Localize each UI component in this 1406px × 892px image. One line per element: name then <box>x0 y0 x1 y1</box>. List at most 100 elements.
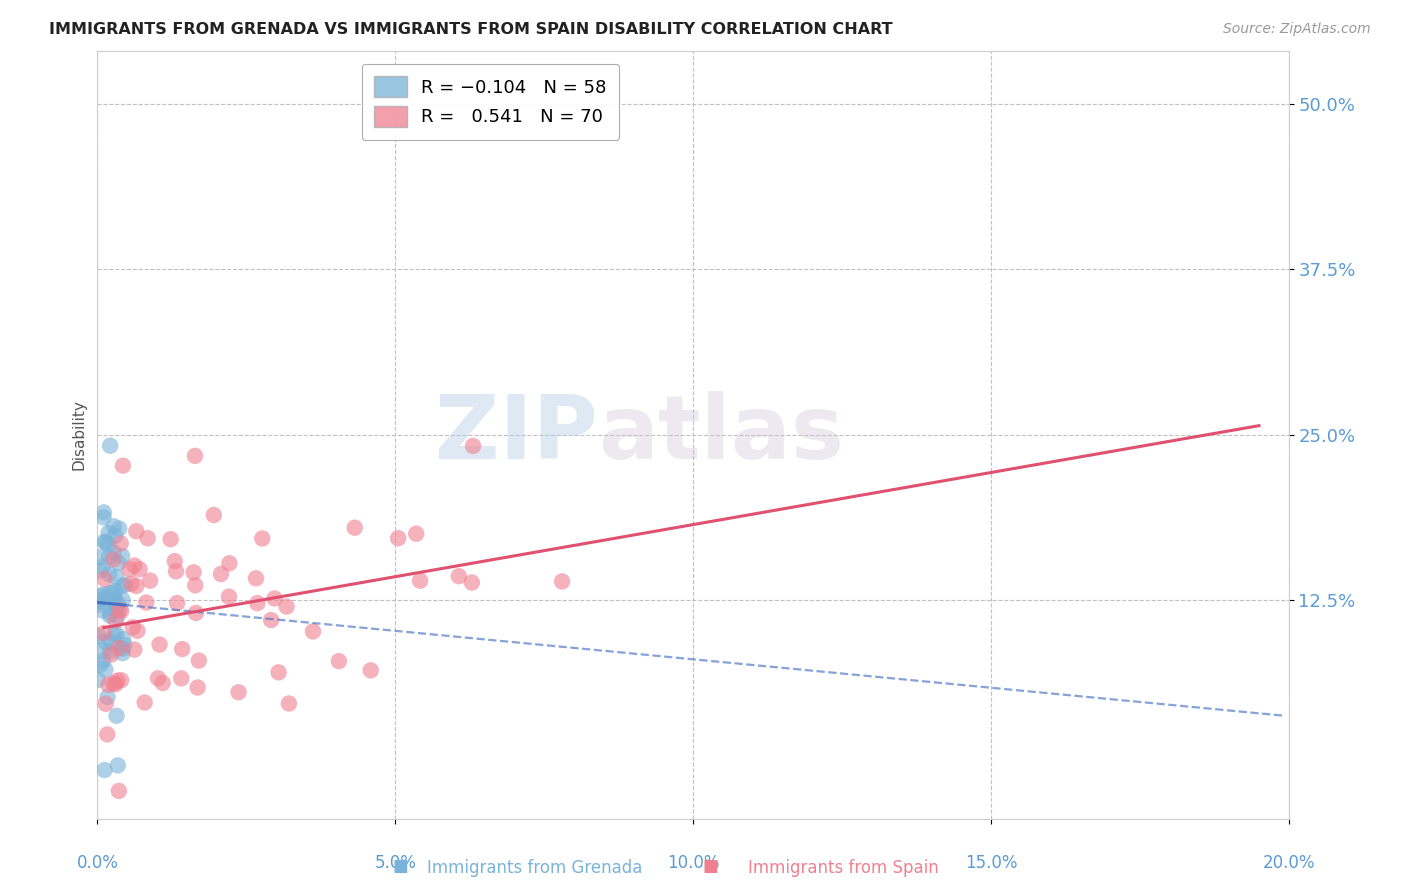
Point <box>114 578 136 592</box>
Point <box>166 596 188 610</box>
Point <box>89 657 111 672</box>
Point <box>87 598 110 612</box>
Point <box>111 593 134 607</box>
Point <box>97 537 120 551</box>
Point <box>218 590 240 604</box>
Point <box>187 681 209 695</box>
Point <box>105 570 128 584</box>
Point <box>93 505 115 519</box>
Point <box>97 525 120 540</box>
Point <box>112 632 135 647</box>
Point <box>108 522 131 536</box>
Point <box>125 579 148 593</box>
Point <box>202 508 225 522</box>
Point <box>252 532 274 546</box>
Text: 0.0%: 0.0% <box>76 855 118 872</box>
Point <box>103 676 125 690</box>
Point <box>360 663 382 677</box>
Point <box>165 565 187 579</box>
Point <box>405 526 427 541</box>
Point <box>89 550 111 565</box>
Point <box>328 654 350 668</box>
Point <box>121 620 143 634</box>
Text: Source: ZipAtlas.com: Source: ZipAtlas.com <box>1223 22 1371 37</box>
Point <box>108 640 131 655</box>
Text: Immigrants from Grenada: Immigrants from Grenada <box>426 859 643 877</box>
Point <box>105 627 128 641</box>
Point <box>110 673 132 688</box>
Legend: R = −0.104   N = 58, R =   0.541   N = 70: R = −0.104 N = 58, R = 0.541 N = 70 <box>361 63 619 139</box>
Point <box>110 604 132 618</box>
Point <box>343 521 366 535</box>
Point <box>461 575 484 590</box>
Point <box>87 629 110 643</box>
Point <box>170 672 193 686</box>
Point <box>246 596 269 610</box>
Point <box>91 654 114 668</box>
Point <box>111 578 134 592</box>
Point <box>104 528 127 542</box>
Point <box>94 535 117 549</box>
Point <box>98 567 121 582</box>
Point <box>118 562 141 576</box>
Point <box>122 642 145 657</box>
Point <box>97 690 120 704</box>
Point <box>105 673 128 688</box>
Text: Immigrants from Spain: Immigrants from Spain <box>748 859 939 877</box>
Point <box>183 566 205 580</box>
Point <box>103 593 125 607</box>
Point <box>447 569 470 583</box>
Point <box>107 758 129 772</box>
Point <box>127 624 149 638</box>
Text: ■: ■ <box>392 857 409 875</box>
Y-axis label: Disability: Disability <box>72 400 86 470</box>
Point <box>111 549 134 563</box>
Point <box>461 439 484 453</box>
Point <box>98 644 121 658</box>
Point <box>184 578 207 592</box>
Point <box>93 763 115 777</box>
Point <box>108 603 131 617</box>
Point <box>103 585 125 599</box>
Point <box>112 638 135 652</box>
Point <box>93 626 115 640</box>
Point <box>108 784 131 798</box>
Point <box>263 591 285 606</box>
Point <box>277 697 299 711</box>
Point <box>103 546 125 560</box>
Point <box>107 556 129 570</box>
Point <box>302 624 325 639</box>
Point <box>276 599 298 614</box>
Point <box>136 531 159 545</box>
Point <box>98 586 121 600</box>
Point <box>124 558 146 573</box>
Point <box>139 574 162 588</box>
Point <box>100 635 122 649</box>
Text: ZIP: ZIP <box>434 392 598 478</box>
Point <box>98 549 121 564</box>
Text: 10.0%: 10.0% <box>666 855 720 872</box>
Point <box>134 696 156 710</box>
Point <box>245 571 267 585</box>
Point <box>135 595 157 609</box>
Text: ■: ■ <box>702 857 718 875</box>
Point <box>146 671 169 685</box>
Point <box>104 583 127 598</box>
Point <box>90 564 112 578</box>
Point <box>111 641 134 656</box>
Point <box>187 654 209 668</box>
Point <box>172 642 194 657</box>
Point <box>91 559 114 574</box>
Point <box>104 614 127 628</box>
Point <box>103 628 125 642</box>
Point <box>228 685 250 699</box>
Point <box>184 606 207 620</box>
Point <box>93 510 115 524</box>
Point <box>94 697 117 711</box>
Point <box>93 587 115 601</box>
Point <box>159 532 181 546</box>
Point <box>152 676 174 690</box>
Point <box>125 524 148 539</box>
Point <box>551 574 574 589</box>
Point <box>100 648 122 662</box>
